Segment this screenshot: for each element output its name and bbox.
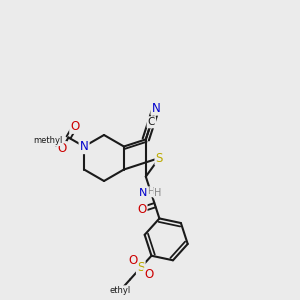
Text: ethyl: ethyl [110, 286, 130, 295]
Text: N: N [140, 188, 148, 198]
Text: N: N [80, 140, 88, 153]
Text: S: S [156, 152, 163, 164]
Text: O: O [137, 203, 146, 216]
Text: C: C [148, 117, 155, 127]
Text: methyl: methyl [33, 136, 63, 145]
Text: H: H [154, 188, 161, 198]
Text: N: N [152, 101, 160, 115]
Text: O: O [128, 254, 137, 267]
Text: H: H [147, 187, 154, 196]
Text: O: O [57, 142, 67, 155]
Text: O: O [70, 120, 80, 133]
Text: S: S [137, 261, 144, 274]
Text: O: O [144, 268, 154, 281]
